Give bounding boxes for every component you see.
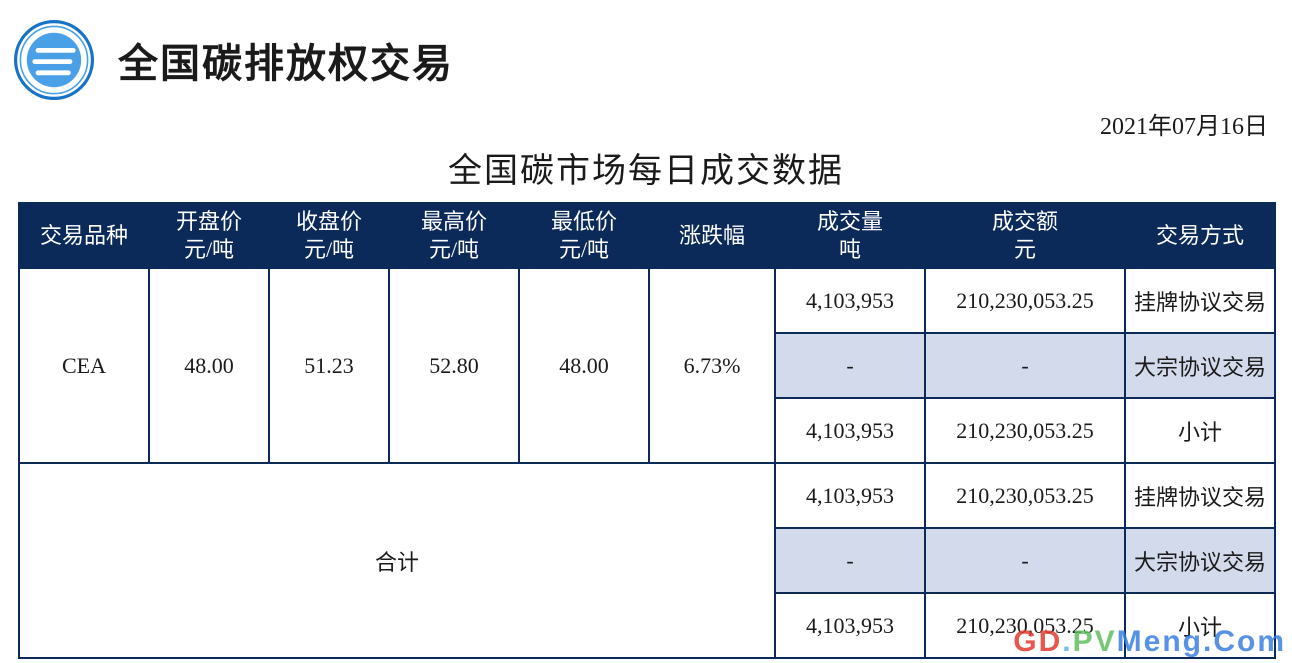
table-row: 合计4,103,953210,230,053.25挂牌协议交易	[19, 463, 1275, 528]
close-price-cell: 51.23	[269, 268, 389, 463]
exchange-logo-icon	[14, 20, 94, 100]
table-row: CEA48.0051.2352.8048.006.73%4,103,953210…	[19, 268, 1275, 333]
method-cell: 大宗协议交易	[1125, 333, 1275, 398]
table-header-row: 交易品种开盘价元/吨收盘价元/吨最高价元/吨最低价元/吨涨跌幅成交量吨成交额元交…	[19, 203, 1275, 268]
method-cell: 挂牌协议交易	[1125, 268, 1275, 333]
table-header-cell: 最低价元/吨	[519, 203, 649, 268]
report-date: 2021年07月16日	[18, 106, 1268, 141]
high-price-cell: 52.80	[389, 268, 519, 463]
amount-cell: -	[925, 528, 1125, 593]
method-cell: 小计	[1125, 398, 1275, 463]
amount-cell: -	[925, 333, 1125, 398]
carbon-trade-table: 交易品种开盘价元/吨收盘价元/吨最高价元/吨最低价元/吨涨跌幅成交量吨成交额元交…	[18, 202, 1276, 659]
table-header-cell: 最高价元/吨	[389, 203, 519, 268]
brand-title: 全国碳排放权交易	[118, 31, 454, 89]
amount-cell: 210,230,053.25	[925, 398, 1125, 463]
table-header-cell: 成交量吨	[775, 203, 925, 268]
change-pct-cell: 6.73%	[649, 268, 775, 463]
table-header-cell: 涨跌幅	[649, 203, 775, 268]
method-cell: 小计	[1125, 593, 1275, 658]
volume-cell: 4,103,953	[775, 398, 925, 463]
method-cell: 挂牌协议交易	[1125, 463, 1275, 528]
amount-cell: 210,230,053.25	[925, 268, 1125, 333]
volume-cell: 4,103,953	[775, 593, 925, 658]
table-header-cell: 交易方式	[1125, 203, 1275, 268]
volume-cell: 4,103,953	[775, 268, 925, 333]
volume-cell: -	[775, 333, 925, 398]
amount-cell: 210,230,053.25	[925, 463, 1125, 528]
open-price-cell: 48.00	[149, 268, 269, 463]
volume-cell: 4,103,953	[775, 463, 925, 528]
table-title: 全国碳市场每日成交数据	[18, 143, 1274, 192]
table-header-cell: 开盘价元/吨	[149, 203, 269, 268]
volume-cell: -	[775, 528, 925, 593]
amount-cell: 210,230,053.25	[925, 593, 1125, 658]
table-header-cell: 交易品种	[19, 203, 149, 268]
header: 全国碳排放权交易	[14, 20, 1274, 100]
product-name-cell: CEA	[19, 268, 149, 463]
method-cell: 大宗协议交易	[1125, 528, 1275, 593]
table-header-cell: 收盘价元/吨	[269, 203, 389, 268]
low-price-cell: 48.00	[519, 268, 649, 463]
page-root: 全国碳排放权交易 2021年07月16日 全国碳市场每日成交数据 交易品种开盘价…	[0, 0, 1292, 663]
table-header-cell: 成交额元	[925, 203, 1125, 268]
total-label-cell: 合计	[19, 463, 775, 658]
